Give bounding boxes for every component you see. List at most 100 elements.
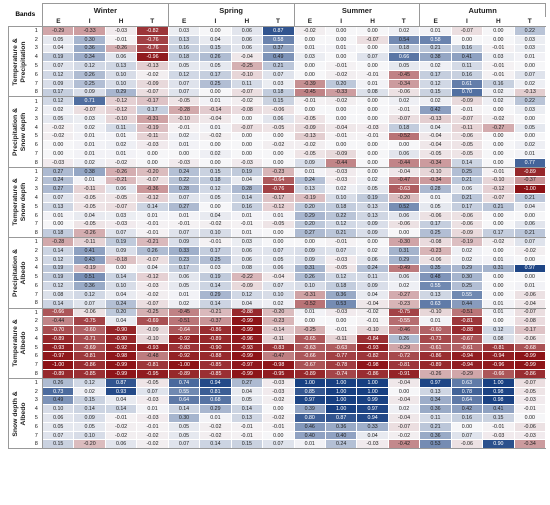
- heatmap-cell: -0.77: [324, 351, 358, 362]
- heatmap-cell: 0.28: [167, 184, 201, 195]
- heatmap-cell: 0.01: [356, 78, 389, 89]
- heatmap-cell: 0.00: [482, 131, 515, 142]
- heatmap-cell: 0.29: [104, 87, 138, 98]
- band-number: 1: [30, 308, 43, 317]
- heatmap-cell: -0.06: [513, 289, 547, 300]
- heatmap-cell: -0.01: [482, 421, 515, 432]
- heatmap-cell: 0.02: [513, 140, 547, 151]
- heatmap-cell: -0.85: [199, 369, 232, 379]
- heatmap-cell: 0.05: [419, 201, 452, 212]
- heatmap-cell: -0.99: [230, 351, 264, 362]
- heatmap-cell: -0.05: [513, 386, 547, 397]
- heatmap-cell: -0.96: [482, 360, 515, 371]
- heatmap-cell: -0.02: [104, 430, 138, 441]
- heatmap-cell: -0.22: [230, 272, 264, 283]
- heatmap-cell: 0.04: [104, 395, 138, 406]
- heatmap-cell: 0.00: [230, 149, 264, 159]
- heatmap-cell: -0.75: [387, 307, 421, 318]
- heatmap-cell: 0.00: [293, 237, 326, 247]
- heatmap-cell: 0.08: [356, 87, 389, 98]
- column-header-autumn-e: E: [419, 17, 452, 27]
- heatmap-cell: 0.00: [482, 34, 515, 45]
- table-row: 5 -0.93 -0.69 -0.92 -0.93 -0.83 -0.90 -0.93 -0.8…: [9, 342, 547, 353]
- heatmap-cell: -0.89: [41, 369, 75, 379]
- heatmap-cell: 0.97: [513, 263, 547, 274]
- group-label-cell: Temperature & Snow depth: [8, 166, 31, 239]
- heatmap-cell: 0.00: [199, 26, 232, 36]
- heatmap-cell: -0.05: [293, 149, 326, 159]
- heatmap-cell: 0.14: [199, 439, 232, 450]
- table-row: 4 0.19 -0.19 0.00 0.04 0.17 0.03 0.08 0.06 0.31 -0…: [9, 263, 547, 274]
- heatmap-cell: -0.63: [324, 342, 358, 353]
- heatmap-cell: -0.20: [73, 439, 106, 450]
- heatmap-cell: 0.25: [419, 228, 452, 239]
- heatmap-cell: 0.16: [450, 413, 484, 423]
- band-number: 5: [30, 61, 43, 71]
- heatmap-cell: -0.07: [230, 87, 264, 98]
- group-label-cell: Precipitation & Snow depth: [8, 96, 31, 168]
- heatmap-cell: 0.71: [73, 96, 106, 107]
- heatmap-cell: -0.89: [167, 369, 201, 379]
- heatmap-cell: -0.03: [136, 395, 169, 406]
- heatmap-cell: 0.10: [104, 78, 138, 89]
- heatmap-cell: -0.93: [41, 342, 75, 353]
- heatmap-cell: -0.05: [136, 377, 169, 388]
- heatmap-cell: -0.52: [387, 131, 421, 142]
- heatmap-cell: 0.06: [104, 184, 138, 195]
- heatmap-cell: -0.44: [387, 157, 421, 168]
- heatmap-cell: -0.29: [450, 369, 484, 379]
- heatmap-cell: -0.64: [167, 325, 201, 335]
- band-number: 3: [30, 114, 43, 124]
- heatmap-cell: -0.06: [262, 105, 295, 115]
- heatmap-cell: -0.01: [104, 413, 138, 423]
- heatmap-cell: 0.31: [482, 263, 515, 274]
- heatmap-cell: -0.02: [104, 157, 138, 168]
- heatmap-cell: -0.76: [262, 184, 295, 195]
- heatmap-cell: 0.36: [73, 281, 106, 291]
- season-header-summer: Summer: [293, 3, 421, 17]
- band-number: 8: [30, 369, 43, 379]
- heatmap-cell: -0.45: [293, 87, 326, 98]
- heatmap-cell: 0.01: [73, 149, 106, 159]
- heatmap-cell: 0.01: [419, 26, 452, 36]
- heatmap-cell: 0.05: [41, 113, 75, 124]
- heatmap-cell: 0.11: [450, 61, 484, 71]
- heatmap-cell: -0.01: [262, 421, 295, 432]
- table-row: 2 0.02 -0.07 -0.12 0.17 -0.28 -0.14 -0.08 -0.06 0…: [9, 105, 547, 115]
- heatmap-cell: 0.04: [230, 298, 264, 309]
- heatmap-cell: 0.42: [450, 404, 484, 415]
- heatmap-cell: -0.36: [136, 184, 169, 195]
- heatmap-cell: 0.58: [262, 34, 295, 45]
- heatmap-cell: -0.05: [262, 122, 295, 133]
- heatmap-cell: -0.84: [356, 333, 389, 344]
- heatmap-cell: -0.08: [230, 105, 264, 115]
- heatmap-cell: 0.12: [167, 69, 201, 80]
- heatmap-cell: 0.01: [230, 228, 264, 239]
- heatmap-cell: 0.14: [230, 193, 264, 203]
- heatmap-cell: 0.34: [73, 52, 106, 63]
- table-row: 7 0.00 0.01 0.01 0.00 0.00 0.02 0.00 0.00 -0.05 -0…: [9, 149, 547, 159]
- band-number: 4: [30, 334, 43, 344]
- heatmap-cell: 0.18: [41, 228, 75, 239]
- heatmap-cell: 0.61: [450, 78, 484, 89]
- heatmap-cell: -0.03: [262, 377, 295, 388]
- heatmap-cell: 0.02: [419, 61, 452, 71]
- heatmap-cell: -0.01: [104, 34, 138, 45]
- heatmap-cell: -0.12: [482, 184, 515, 195]
- heatmap-cell: 0.00: [293, 316, 326, 327]
- band-number: 6: [30, 281, 43, 291]
- heatmap-cell: 0.19: [41, 52, 75, 63]
- heatmap-cell: 0.09: [356, 228, 389, 239]
- heatmap-cell: 0.09: [41, 78, 75, 89]
- heatmap-cell: -0.94: [450, 351, 484, 362]
- heatmap-cell: 0.01: [167, 140, 201, 151]
- heatmap-cell: 0.01: [41, 210, 75, 221]
- heatmap-cell: 0.09: [293, 245, 326, 256]
- heatmap-cell: -0.11: [73, 184, 106, 195]
- band-number: 6: [30, 422, 43, 432]
- heatmap-cell: -0.03: [262, 386, 295, 397]
- group-label-cell: Temperature & Precipitation: [8, 25, 31, 98]
- band-number: 3: [30, 184, 43, 194]
- heatmap-cell: 0.10: [199, 228, 232, 239]
- heatmap-cell: -0.63: [387, 184, 421, 195]
